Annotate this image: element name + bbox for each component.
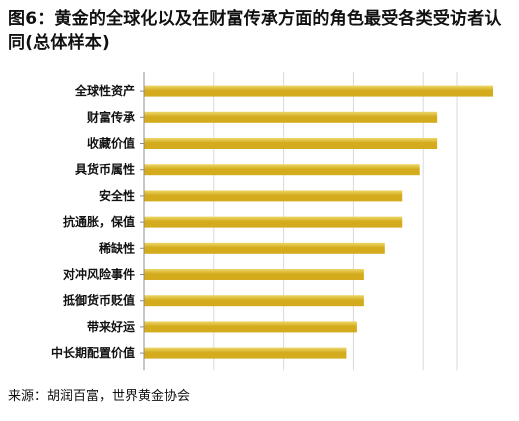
category-label: 抵御货币贬值 [63,293,135,308]
source-note: 来源：胡润百富，世界黄金协会 [8,389,191,404]
bar [144,85,493,97]
bar [144,295,364,307]
category-label: 稀缺性 [99,240,135,255]
category-label: 财富传承 [86,109,135,124]
bar [144,216,403,228]
bar [144,269,364,280]
category-label: 抗通胀，保值 [63,214,135,229]
category-label: 对冲风险事件 [63,267,135,282]
category-label: 中长期配置价值 [51,345,135,360]
category-label: 全球性资产 [74,83,135,98]
chart-title: 图6：黄金的全球化以及在财富传承方面的角色最受各类受访者认同(总体样本) [8,9,502,53]
category-label: 带来好运 [87,319,135,334]
bar [144,321,357,333]
bar [144,111,438,123]
category-label: 具货币属性 [75,162,135,177]
bar [144,347,347,359]
bar [144,242,385,254]
category-label: 收藏价值 [87,136,135,151]
category-labels: 全球性资产财富传承收藏价值具货币属性安全性抗通胀，保值稀缺性对冲风险事件抵御货币… [51,83,135,360]
bar [144,138,438,149]
bar [144,164,420,176]
category-label: 安全性 [99,188,135,203]
bar [144,190,403,202]
bars [140,85,493,359]
